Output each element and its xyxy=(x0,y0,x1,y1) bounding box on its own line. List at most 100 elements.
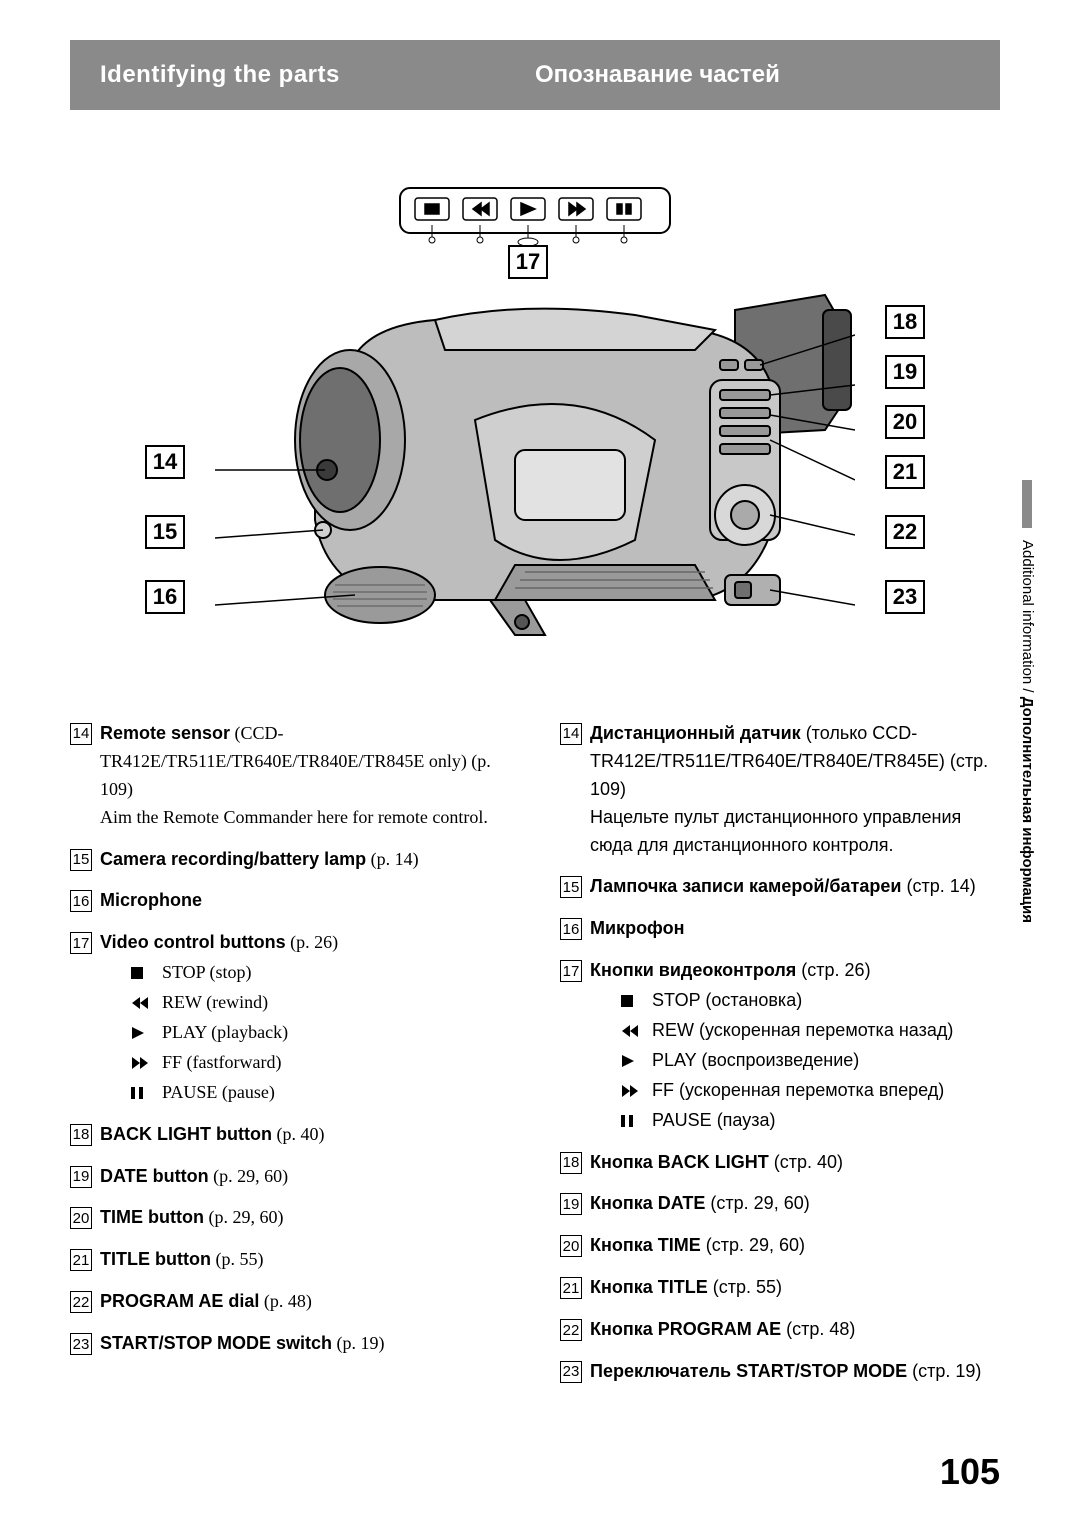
entry-title: Лампочка записи камерой/батареи xyxy=(590,876,901,896)
entry-15: 15 Лампочка записи камерой/батареи (стр. … xyxy=(560,873,1000,901)
entry-rest: (стр. 40) xyxy=(769,1152,843,1172)
stop-icon xyxy=(620,994,644,1008)
entry-number: 17 xyxy=(70,932,92,954)
entry-sub-text: STOP (stop) xyxy=(162,959,252,987)
entry-rest: (p. 29, 60) xyxy=(209,1166,289,1186)
entry-body: Кнопка TIME (стр. 29, 60) xyxy=(590,1232,1000,1260)
entry-sub: PAUSE (pause) xyxy=(130,1079,510,1107)
entry-14: 14Дистанционный датчик (только CCD-TR412… xyxy=(560,720,1000,859)
entry-body: Переключатель START/STOP MODE (стр. 19) xyxy=(590,1358,1000,1386)
entry-22: 22 Кнопка PROGRAM AE (стр. 48) xyxy=(560,1316,1000,1344)
entry-rest: (p. 29, 60) xyxy=(204,1207,284,1227)
entry-rest: (стр. 29, 60) xyxy=(701,1235,805,1255)
entry-number: 20 xyxy=(70,1207,92,1229)
entry-body: Микрофон xyxy=(590,915,1000,943)
callout-15: 15 xyxy=(145,515,185,549)
callout-16: 16 xyxy=(145,580,185,614)
callout-23: 23 xyxy=(885,580,925,614)
entry-19: 19Кнопка DATE (стр. 29, 60) xyxy=(560,1190,1000,1218)
entry-sub-text: PLAY (playback) xyxy=(162,1019,288,1047)
entry-body: TIME button (p. 29, 60) xyxy=(100,1204,510,1232)
entry-title: Переключатель START/STOP MODE xyxy=(590,1361,907,1381)
entry-sub: REW (ускоренная перемотка назад) xyxy=(620,1017,1000,1045)
entry-title: Remote sensor xyxy=(100,723,230,743)
entry-title: Кнопка BACK LIGHT xyxy=(590,1152,769,1172)
stop-icon xyxy=(130,966,154,980)
side-tab: Additional information / Дополнительная … xyxy=(1012,480,1032,960)
entry-sub: FF (fastforward) xyxy=(130,1049,510,1077)
pause-icon xyxy=(130,1086,154,1100)
entry-title: Кнопки видеоконтроля xyxy=(590,960,796,980)
english-column: 14 Remote sensor (CCD-TR412E/TR511E/TR640… xyxy=(70,720,510,1400)
entry-body: START/STOP MODE switch (p. 19) xyxy=(100,1330,510,1358)
header-title-en: Identifying the parts xyxy=(100,61,535,89)
entry-rest: (p. 55) xyxy=(211,1249,264,1269)
entry-body: PROGRAM AE dial (p. 48) xyxy=(100,1288,510,1316)
entry-23: 23 START/STOP MODE switch (p. 19) xyxy=(70,1330,510,1358)
entry-title: TIME button xyxy=(100,1207,204,1227)
entry-number: 16 xyxy=(70,890,92,912)
entry-rest: (p. 19) xyxy=(332,1333,385,1353)
callout-17: 17 xyxy=(508,245,548,279)
ff-icon xyxy=(130,1056,154,1070)
entry-title: Microphone xyxy=(100,890,202,910)
entry-15: 15Camera recording/battery lamp (p. 14) xyxy=(70,846,510,874)
content-columns: 14 Remote sensor (CCD-TR412E/TR511E/TR640… xyxy=(70,720,1000,1400)
page-number: 105 xyxy=(940,1451,1000,1493)
entry-sub-text: PAUSE (pause) xyxy=(162,1079,275,1107)
entry-body: TITLE button (p. 55) xyxy=(100,1246,510,1274)
entry-title: Кнопка TITLE xyxy=(590,1277,708,1297)
entry-23: 23Переключатель START/STOP MODE (стр. 19… xyxy=(560,1358,1000,1386)
page-header: Identifying the parts Опознавание частей xyxy=(70,40,1000,110)
entry-sub: PLAY (playback) xyxy=(130,1019,510,1047)
entry-21: 21TITLE button (p. 55) xyxy=(70,1246,510,1274)
entry-title: Дистанционный датчик xyxy=(590,723,801,743)
entry-number: 21 xyxy=(560,1277,582,1299)
entry-body: Лампочка записи камерой/батареи (стр. 14… xyxy=(590,873,1000,901)
callout-19: 19 xyxy=(885,355,925,389)
rew-icon xyxy=(130,996,154,1010)
entry-number: 17 xyxy=(560,960,582,982)
play-icon xyxy=(620,1054,644,1068)
entry-body: DATE button (p. 29, 60) xyxy=(100,1163,510,1191)
entry-16: 16 Microphone xyxy=(70,887,510,915)
entry-sub-text: STOP (остановка) xyxy=(652,987,802,1015)
entry-number: 18 xyxy=(560,1152,582,1174)
entry-sub: PLAY (воспроизведение) xyxy=(620,1047,1000,1075)
entry-rest: (стр. 48) xyxy=(781,1319,855,1339)
entry-number: 22 xyxy=(560,1319,582,1341)
entry-body: Remote sensor (CCD-TR412E/TR511E/TR640E/… xyxy=(100,720,510,832)
entry-sub-text: REW (rewind) xyxy=(162,989,268,1017)
entry-body: Кнопка DATE (стр. 29, 60) xyxy=(590,1190,1000,1218)
entry-rest: (стр. 19) xyxy=(907,1361,981,1381)
entry-rest: (p. 48) xyxy=(259,1291,312,1311)
entry-18: 18 Кнопка BACK LIGHT (стр. 40) xyxy=(560,1149,1000,1177)
entry-22: 22PROGRAM AE dial (p. 48) xyxy=(70,1288,510,1316)
entry-extra: Нацельте пульт дистанционного управления… xyxy=(590,804,1000,860)
header-title-ru: Опознавание частей xyxy=(535,61,970,89)
entry-sub: REW (rewind) xyxy=(130,989,510,1017)
russian-column: 14Дистанционный датчик (только CCD-TR412… xyxy=(560,720,1000,1400)
entry-17: 17 Кнопки видеоконтроля (стр. 26) STOP (ос… xyxy=(560,957,1000,1134)
entry-14: 14 Remote sensor (CCD-TR412E/TR511E/TR640… xyxy=(70,720,510,832)
entry-title: Микрофон xyxy=(590,918,684,938)
entry-number: 20 xyxy=(560,1235,582,1257)
rew-icon xyxy=(620,1024,644,1038)
entry-title: BACK LIGHT button xyxy=(100,1124,272,1144)
entry-body: Camera recording/battery lamp (p. 14) xyxy=(100,846,510,874)
entry-number: 23 xyxy=(70,1333,92,1355)
entry-title: PROGRAM AE dial xyxy=(100,1291,259,1311)
entry-title: Кнопка PROGRAM AE xyxy=(590,1319,781,1339)
entry-number: 15 xyxy=(560,876,582,898)
entry-sub-text: FF (fastforward) xyxy=(162,1049,281,1077)
entry-21: 21 Кнопка TITLE (стр. 55) xyxy=(560,1274,1000,1302)
callout-14: 14 xyxy=(145,445,185,479)
entry-17: 17Video control buttons (p. 26)STOP (sto… xyxy=(70,929,510,1106)
entry-rest: (p. 26) xyxy=(286,932,339,952)
entry-title: Кнопка DATE xyxy=(590,1193,705,1213)
entry-body: Кнопка TITLE (стр. 55) xyxy=(590,1274,1000,1302)
entry-rest: (стр. 26) xyxy=(796,960,870,980)
entry-19: 19DATE button (p. 29, 60) xyxy=(70,1163,510,1191)
play-icon xyxy=(130,1026,154,1040)
entry-number: 14 xyxy=(70,723,92,745)
